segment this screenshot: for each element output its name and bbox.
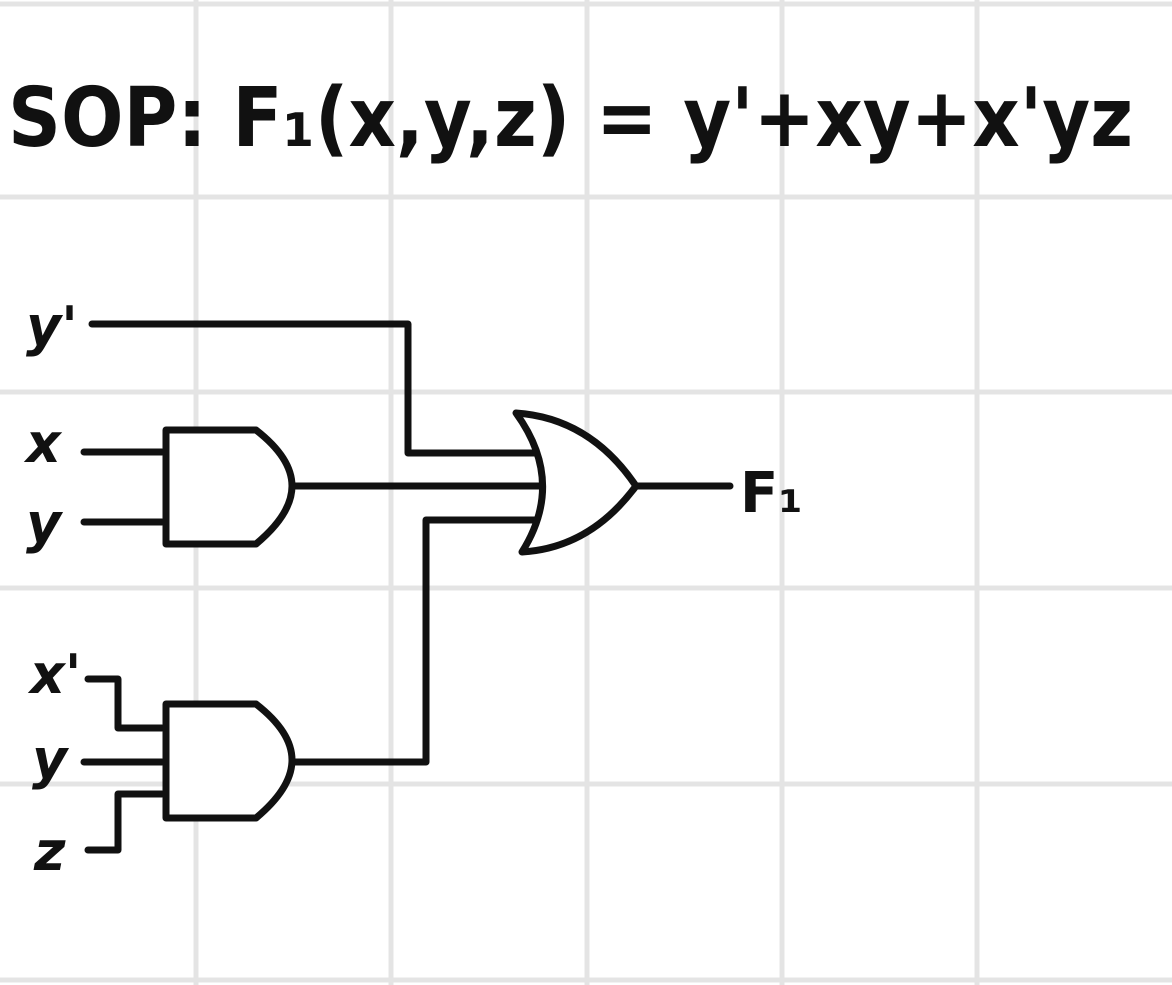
label-x: x	[23, 412, 63, 475]
equation-title: SOP: F₁(x,y,z) = y'+xy+x'yz	[8, 71, 1133, 166]
label-x-not: x'	[27, 643, 81, 706]
wire-z	[84, 790, 166, 854]
label-y: y	[26, 492, 64, 555]
label-z: z	[33, 820, 66, 883]
and-gate-1	[162, 426, 296, 548]
or-gate	[512, 409, 640, 556]
label-y-2: y	[32, 728, 70, 791]
wires	[80, 320, 734, 854]
label-output-f1: F₁	[740, 461, 803, 526]
and-gate-2	[162, 700, 296, 822]
wire-x-not	[84, 675, 166, 732]
label-y-not: y'	[26, 295, 78, 358]
wire-y-not	[88, 320, 544, 457]
wire-and2-out	[288, 516, 544, 766]
